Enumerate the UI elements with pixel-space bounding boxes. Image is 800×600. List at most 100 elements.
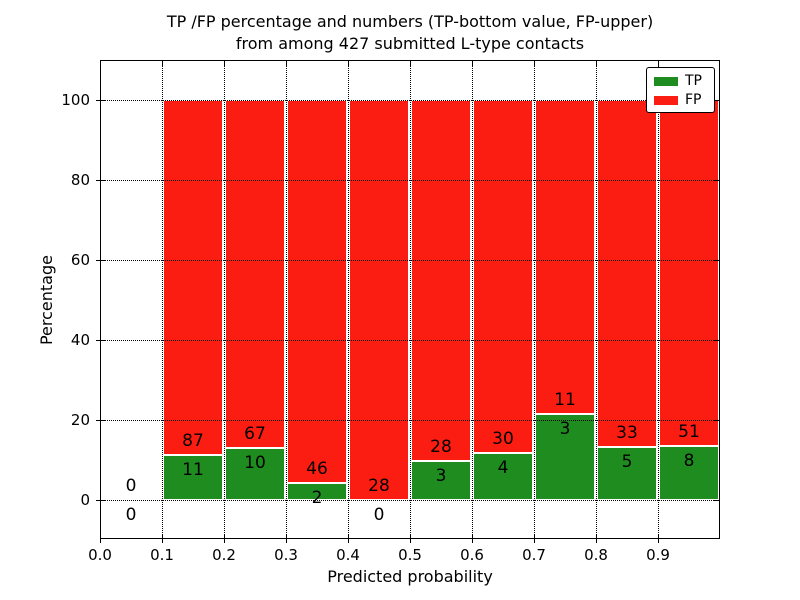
- bar-segment-fp: [287, 100, 347, 484]
- bar-count-label-tp: 0: [125, 505, 137, 525]
- legend-label-tp: TP: [685, 73, 702, 89]
- x-tick-mark: [100, 534, 101, 543]
- gridline-x: [596, 60, 597, 539]
- gridline-x: [472, 60, 473, 539]
- y-tick-mark: [96, 260, 105, 261]
- x-tick-mark: [224, 534, 225, 543]
- chart-title-line1: TP /FP percentage and numbers (TP-bottom…: [166, 12, 654, 31]
- y-tick-mark: [96, 100, 105, 101]
- gridline-x: [286, 60, 287, 539]
- y-tick-mark: [96, 340, 105, 341]
- bar-count-label-fp: 87: [182, 431, 204, 452]
- y-tick-mark: [96, 420, 105, 421]
- x-tick-label: 0.7: [522, 546, 546, 564]
- y-tick-label: 0: [80, 491, 90, 509]
- x-tick-mark: [162, 534, 163, 543]
- y-tick-label: 20: [70, 411, 90, 429]
- y-tick-mark-right: [713, 500, 719, 501]
- y-tick-label: 100: [61, 91, 90, 109]
- x-tick-mark-top: [348, 61, 349, 67]
- bar-count-label-fp: 30: [492, 428, 514, 449]
- x-tick-mark: [658, 534, 659, 543]
- x-tick-mark: [596, 534, 597, 543]
- legend-label-fp: FP: [685, 92, 702, 108]
- x-tick-mark: [286, 534, 287, 543]
- bar-segment-tp: [225, 448, 285, 500]
- bar-count-label-fp: 33: [616, 423, 638, 444]
- bar-segment-tp: [597, 447, 657, 500]
- bar-count-label-fp: 51: [678, 421, 700, 442]
- plot-area: 0 0 87 11 67 10 46 2 28 0 28 3 30 4 11 3 33 5 51 8: [100, 60, 720, 539]
- x-tick-label: 0.5: [398, 546, 422, 564]
- bar-count-label-fp: 67: [244, 424, 266, 445]
- x-tick-label: 0.3: [274, 546, 298, 564]
- bar-segment-tp: [535, 414, 595, 500]
- x-tick-mark-top: [410, 61, 411, 67]
- y-tick-label: 80: [70, 171, 90, 189]
- bar-segment-fp: [225, 100, 285, 449]
- x-tick-label: 0.4: [336, 546, 360, 564]
- bar-segment-tp: [163, 455, 223, 500]
- chart-title: TP /FP percentage and numbers (TP-bottom…: [100, 11, 720, 55]
- x-tick-mark-top: [658, 61, 659, 67]
- bar-segment-fp: [597, 100, 657, 448]
- bar-segment-fp: [163, 100, 223, 456]
- bar-count-label-tp: 8: [683, 450, 695, 471]
- bar-segment-tp: [473, 452, 533, 500]
- bar-segment-tp: [411, 461, 471, 500]
- x-tick-label: 0.8: [584, 546, 608, 564]
- x-tick-mark-top: [472, 61, 473, 67]
- y-tick-label: 60: [70, 251, 90, 269]
- y-axis-label: Percentage: [37, 255, 56, 346]
- gridline-x: [410, 60, 411, 539]
- bar-segment-fp: [411, 100, 471, 462]
- bar-count-label-fp: 28: [368, 476, 390, 496]
- chart-title-line2: from among 427 submitted L-type contacts: [235, 34, 585, 53]
- x-tick-mark-top: [162, 61, 163, 67]
- legend: TP FP: [646, 67, 715, 113]
- x-tick-label: 0.1: [150, 546, 174, 564]
- bar-segment-fp: [473, 100, 533, 453]
- x-tick-mark-top: [224, 61, 225, 67]
- bar-segment-tp: [659, 445, 719, 500]
- x-tick-mark-top: [286, 61, 287, 67]
- y-tick-mark-right: [713, 260, 719, 261]
- bar-segment-fp: [535, 100, 595, 415]
- fp-color-swatch-icon: [654, 96, 678, 105]
- x-tick-label: 0.2: [212, 546, 236, 564]
- bar-count-label-tp: 11: [182, 460, 204, 481]
- y-tick-mark-right: [713, 180, 719, 181]
- bar-count-label-tp: 2: [311, 488, 323, 509]
- x-tick-label: 0.9: [646, 546, 670, 564]
- bar-count-label-fp: 0: [125, 476, 137, 496]
- bar-count-label-fp: 46: [306, 459, 328, 480]
- y-tick-label: 40: [70, 331, 90, 349]
- x-tick-mark-top: [100, 61, 101, 67]
- legend-item-fp: FP: [654, 92, 714, 109]
- gridline-x: [658, 60, 659, 539]
- x-tick-mark: [534, 534, 535, 543]
- y-tick-mark: [96, 500, 105, 501]
- bar-segment-tp: [287, 483, 347, 500]
- x-axis-label: Predicted probability: [327, 567, 493, 586]
- plot-border: [100, 60, 720, 539]
- bar-count-label-fp: 11: [554, 390, 576, 411]
- x-tick-mark: [410, 534, 411, 543]
- tp-color-swatch-icon: [654, 77, 678, 86]
- legend-item-tp: TP: [654, 73, 714, 90]
- gridline-x: [224, 60, 225, 539]
- bar-count-label-tp: 3: [435, 466, 447, 487]
- x-tick-mark: [348, 534, 349, 543]
- y-tick-mark-right: [713, 340, 719, 341]
- bar-count-label-tp: 10: [244, 453, 266, 474]
- x-tick-mark-top: [534, 61, 535, 67]
- y-tick-mark-right: [713, 100, 719, 101]
- x-tick-label: 0.6: [460, 546, 484, 564]
- bar-count-label-fp: 28: [430, 437, 452, 458]
- bar-segment-fp: [659, 100, 719, 446]
- y-tick-mark: [96, 180, 105, 181]
- x-tick-mark-top: [596, 61, 597, 67]
- gridline-x: [348, 60, 349, 539]
- x-tick-mark: [472, 534, 473, 543]
